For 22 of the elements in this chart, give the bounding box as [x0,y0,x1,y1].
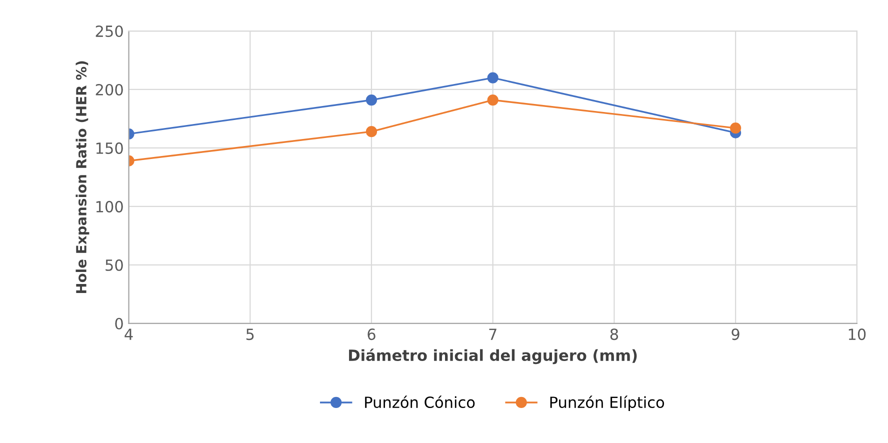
y-tick-label: 250 [96,25,123,38]
x-tick-label: 7 [489,328,496,340]
x-tick-label: 6 [368,328,376,340]
y-tick-label: 200 [96,84,123,96]
x-tick-label: 5 [246,328,254,340]
y-tick-label: 0 [115,318,123,330]
point [366,126,378,138]
x-tick-label: 9 [732,328,740,340]
point [487,72,498,84]
y-tick-label: 50 [106,259,123,271]
point [366,94,378,106]
legend-label: Punzón Elíptico [550,396,664,412]
x-tick-label: 10 [848,328,866,340]
y-axis-title: Hole Expansion Ratio (HER %) [76,61,90,294]
legend-label: Punzón Cónico [365,396,475,408]
y-tick-label: 150 [96,142,123,154]
x-tick-label: 8 [610,328,618,340]
point [730,122,742,134]
y-tick-label: 100 [96,200,123,212]
x-axis-title: Diámetro inicial del agujero (mm) [349,348,637,364]
point [487,94,498,106]
x-tick-label: 4 [124,328,133,340]
